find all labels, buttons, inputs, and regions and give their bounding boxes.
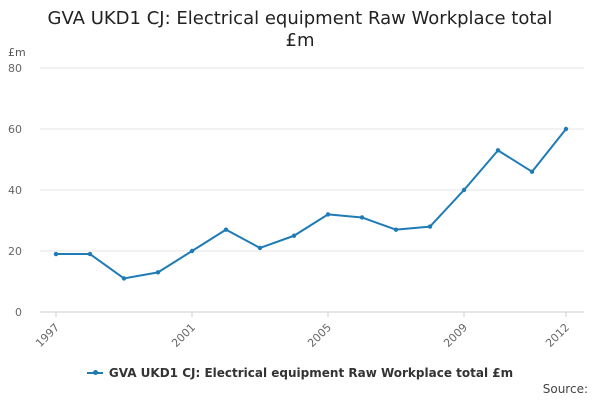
y-tick-label: 80 (8, 62, 22, 75)
y-tick-label: 40 (8, 184, 22, 197)
data-point[interactable] (155, 270, 161, 275)
x-tick-label: 2009 (441, 321, 470, 350)
x-tick-label: 2001 (169, 321, 198, 350)
legend: GVA UKD1 CJ: Electrical equipment Raw Wo… (0, 366, 600, 382)
y-tick-label: 60 (8, 123, 22, 136)
x-tick-label: 2012 (543, 321, 572, 350)
data-point[interactable] (257, 245, 263, 251)
y-axis-ticks: 0 20 40 60 80 (8, 62, 22, 319)
data-point[interactable] (563, 126, 569, 132)
chart-title-line-1: GVA UKD1 CJ: Electrical equipment Raw Wo… (47, 8, 553, 29)
data-point[interactable] (291, 233, 297, 238)
series-line (56, 128, 567, 280)
data-point[interactable] (189, 248, 195, 254)
data-point[interactable] (53, 251, 59, 257)
legend-swatch (86, 367, 103, 379)
y-tick-label: 20 (8, 245, 22, 258)
legend-label: GVA UKD1 CJ: Electrical equipment Raw Wo… (108, 366, 514, 380)
x-tick-label: 1997 (33, 321, 62, 350)
gridlines (40, 67, 584, 313)
data-point[interactable] (87, 251, 93, 257)
data-point[interactable] (325, 212, 331, 217)
data-point[interactable] (121, 276, 127, 281)
y-tick-label: 0 (15, 306, 22, 319)
data-point[interactable] (223, 227, 229, 232)
source-label: Source: (542, 382, 588, 396)
data-point[interactable] (359, 215, 365, 220)
data-point[interactable] (393, 227, 399, 232)
series-group (53, 126, 569, 281)
y-axis-unit: £m (8, 46, 26, 59)
chart-title: GVA UKD1 CJ: Electrical equipment Raw Wo… (0, 8, 600, 52)
data-point[interactable] (461, 187, 467, 193)
chart-title-line-2: £m (285, 30, 315, 51)
data-point[interactable] (427, 224, 433, 229)
data-point[interactable] (529, 169, 535, 174)
data-point[interactable] (495, 148, 501, 153)
x-axis-ticks: 1997 2001 2005 2009 2012 (33, 312, 572, 350)
x-tick-label: 2005 (305, 321, 334, 350)
